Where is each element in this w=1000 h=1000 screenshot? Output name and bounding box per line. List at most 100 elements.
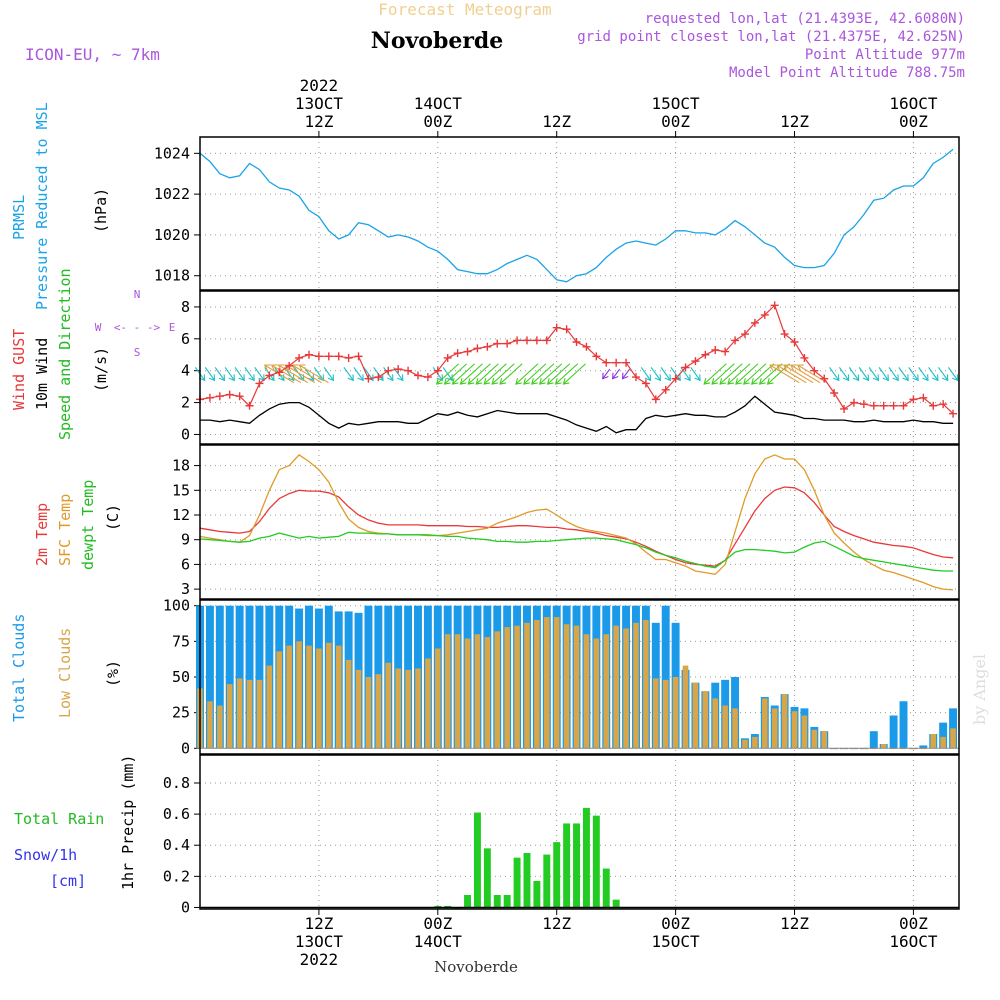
- total-cloud-bar: [919, 745, 928, 749]
- temp-sfc-line: [199, 454, 954, 591]
- gust-marker: [879, 401, 888, 410]
- gust-marker: [800, 353, 809, 362]
- wind-arrow: [299, 364, 329, 384]
- x-tick-label-top: 2022: [300, 76, 339, 95]
- gust-marker: [532, 336, 541, 345]
- wind-arrow: [878, 367, 889, 381]
- gust-marker: [869, 401, 878, 410]
- y-tick-label: 0.6: [163, 805, 190, 823]
- gust-marker: [384, 366, 393, 375]
- wind-arrow: [612, 368, 621, 380]
- wind-arrow: [531, 378, 538, 385]
- y-tick-label: 75: [172, 632, 190, 650]
- wind-arrow: [892, 374, 899, 382]
- temp-unit: (C): [104, 504, 122, 531]
- total-cloud-bar: [205, 605, 214, 749]
- gust-marker: [304, 350, 313, 359]
- wind-arrow: [922, 374, 929, 382]
- wind-arrow: [743, 378, 750, 385]
- y-tick-label: 12: [172, 506, 190, 524]
- wind-arrow: [547, 363, 571, 385]
- gust-marker: [820, 374, 829, 383]
- rain-bar: [523, 853, 531, 908]
- gust-marker: [225, 390, 234, 399]
- gust-marker: [790, 338, 799, 346]
- wind-arrow: [680, 367, 691, 381]
- wind-arrow: [491, 363, 515, 385]
- rain-bar: [473, 812, 481, 908]
- info-line: Point Altitude 977m: [805, 47, 965, 63]
- panel-frame: [199, 136, 960, 291]
- wind-arrow: [499, 378, 507, 385]
- gust-marker: [394, 365, 403, 374]
- watermark: by Angel: [970, 654, 989, 725]
- gust-label: Wind GUST: [10, 329, 28, 410]
- y-tick-label: 1024: [154, 144, 190, 162]
- total-cloud-bar: [939, 722, 948, 749]
- x-tick-label-bottom: 12Z: [542, 914, 571, 933]
- wind-arrow: [776, 364, 783, 371]
- wind-arrow: [387, 374, 394, 382]
- wind-arrow: [766, 378, 774, 385]
- low-cloud-bar: [464, 638, 471, 749]
- y-tick-label: 50: [172, 668, 190, 686]
- wind-arrow: [928, 367, 939, 381]
- gust-marker: [661, 385, 670, 394]
- low-cloud-bar: [573, 625, 580, 749]
- low-cloud-bar: [603, 634, 610, 749]
- gust-marker: [344, 353, 353, 362]
- y-tick-label: 0.8: [163, 774, 190, 792]
- low-cloud-bar: [791, 711, 798, 749]
- wind-arrow: [888, 367, 899, 381]
- gust-marker: [433, 366, 442, 375]
- y-tick-label: 25: [172, 704, 190, 722]
- wind-arrow: [271, 364, 302, 384]
- wind-arrow: [531, 363, 555, 385]
- panel-frame: [199, 599, 960, 755]
- x-tick-label-bottom: 14OCT: [414, 932, 463, 951]
- low-cloud-bar: [444, 634, 451, 749]
- wind-arrow: [538, 378, 546, 385]
- wind-arrow: [711, 363, 735, 385]
- wind-arrow: [664, 374, 671, 382]
- low-cloud-bar: [930, 734, 937, 749]
- gust-marker: [493, 339, 502, 348]
- low-cloud-bar: [474, 634, 481, 749]
- y-tick-label: 4: [181, 362, 190, 380]
- low-cloud-bar: [692, 682, 699, 749]
- low-cloud-bar: [771, 708, 778, 749]
- gust-marker: [582, 342, 591, 351]
- wind-arrow: [278, 364, 308, 384]
- dewpt-label: dewpt Temp: [79, 480, 97, 570]
- wind-arrow: [743, 363, 767, 385]
- rain-bar: [612, 899, 620, 908]
- faint-title: Forecast Meteogram: [378, 0, 551, 19]
- wind-arrow: [397, 374, 404, 382]
- low-cloud-bar: [563, 624, 570, 749]
- wind-arrow: [436, 374, 444, 382]
- wind-arrow: [796, 364, 804, 371]
- wind-arrow: [947, 367, 959, 381]
- low-cloud-bar: [217, 705, 223, 749]
- y-tick-label: 0.4: [163, 836, 190, 854]
- gust-marker: [909, 395, 918, 404]
- total-cloud-bar: [255, 605, 264, 749]
- clouds-unit: (%): [104, 660, 122, 687]
- low-cloud-bar: [425, 658, 431, 749]
- panel-frame: [199, 444, 960, 600]
- wind-arrow: [735, 378, 742, 385]
- gust-marker: [205, 393, 214, 402]
- wind-line: [200, 395, 954, 434]
- low-cloud-bar: [405, 669, 411, 749]
- wind-arrow: [228, 374, 235, 382]
- gust-marker: [949, 409, 958, 418]
- gust-marker: [522, 336, 531, 345]
- x-tick-label-bottom: 15OCT: [652, 932, 701, 951]
- low-cloud-bar: [593, 638, 600, 749]
- low-cloud-bar: [256, 679, 263, 749]
- info-line: Model Point Altitude 788.75m: [729, 65, 965, 81]
- wind-arrow: [467, 378, 475, 385]
- total-cloud-bar: [245, 605, 254, 749]
- wind-arrow: [353, 367, 364, 381]
- gust-marker: [592, 352, 601, 361]
